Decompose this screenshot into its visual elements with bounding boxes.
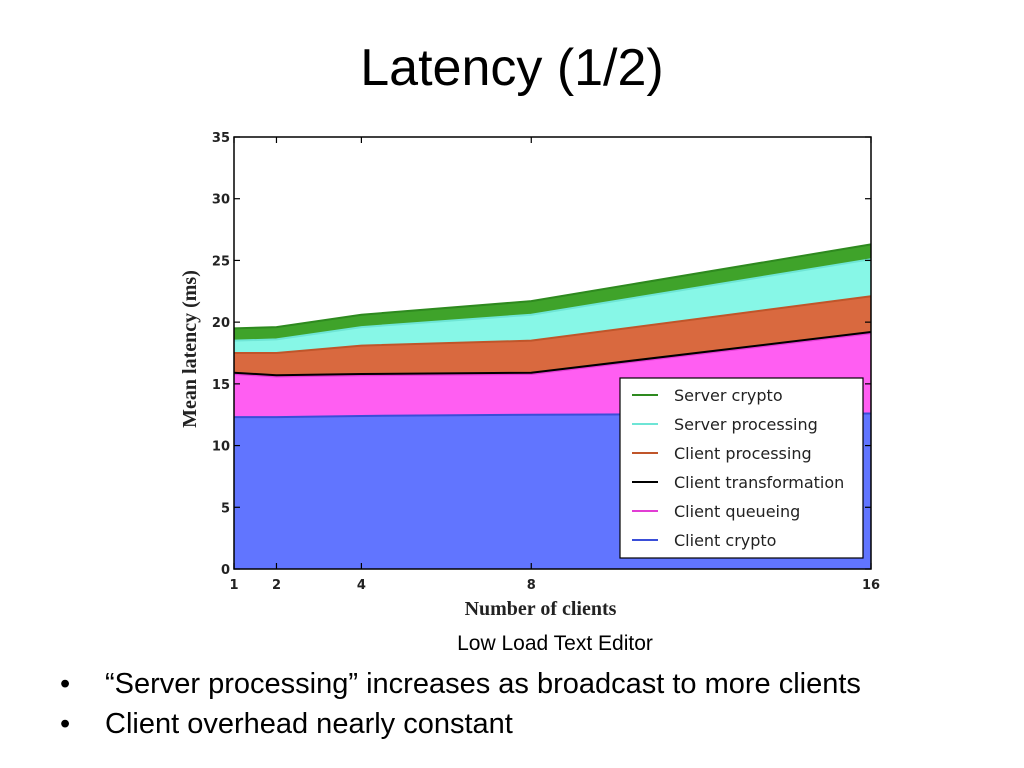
line-client-transformation xyxy=(233,331,872,377)
bullet-text: “Server processing” increases as broadca… xyxy=(105,668,861,700)
x-tick-label: 16 xyxy=(862,578,880,593)
bullet-list: • “Server processing” increases as broad… xyxy=(60,664,861,744)
bullet-item: • Client overhead nearly constant xyxy=(60,704,861,744)
bullet-symbol: • xyxy=(60,668,71,700)
plot-frame xyxy=(233,136,872,570)
y-tick-label: 30 xyxy=(212,193,230,208)
line-server-processing xyxy=(233,258,872,342)
legend-box xyxy=(619,377,864,559)
area-server-processing xyxy=(234,259,871,353)
x-axis-label: Number of clients xyxy=(465,598,617,620)
legend-label-server-crypto: Server crypto xyxy=(674,386,783,405)
bullet-symbol: • xyxy=(60,708,71,740)
slide-title: Latency (1/2) xyxy=(360,39,664,97)
y-tick-label: 35 xyxy=(212,131,230,146)
legend-label-server-processing: Server processing xyxy=(674,415,818,434)
chart-caption: Low Load Text Editor xyxy=(457,632,653,655)
y-tick-label: 15 xyxy=(212,378,230,393)
legend-label-client-queueing: Client queueing xyxy=(674,502,800,521)
y-tick-label: 10 xyxy=(212,440,230,455)
y-tick-label: 25 xyxy=(212,254,230,269)
y-axis-label: Mean latency (ms) xyxy=(179,270,201,428)
legend-label-client-transformation: Client transformation xyxy=(674,473,844,492)
y-tick-label: 20 xyxy=(212,316,230,331)
y-tick-label: 0 xyxy=(221,563,230,578)
area-client-processing xyxy=(234,296,871,376)
x-tick-label: 8 xyxy=(527,578,536,593)
bullet-text: Client overhead nearly constant xyxy=(105,708,513,740)
line-server-crypto xyxy=(233,243,872,330)
area-server-crypto xyxy=(234,244,871,341)
line-client-processing xyxy=(234,295,872,354)
x-tick-label: 1 xyxy=(229,578,238,593)
bullet-item: • “Server processing” increases as broad… xyxy=(60,664,861,704)
legend-label-client-crypto: Client crypto xyxy=(674,531,776,550)
line-client-queueing xyxy=(233,332,872,378)
x-tick-label: 4 xyxy=(357,578,366,593)
x-tick-label: 2 xyxy=(272,578,281,593)
legend-label-client-processing: Client processing xyxy=(674,444,812,463)
stacked-area-chart: 0 5 10 15 20 25 30 35 1 2 4 8 16 Number of clients Mea… xyxy=(179,131,880,620)
y-tick-label: 5 xyxy=(221,501,230,516)
